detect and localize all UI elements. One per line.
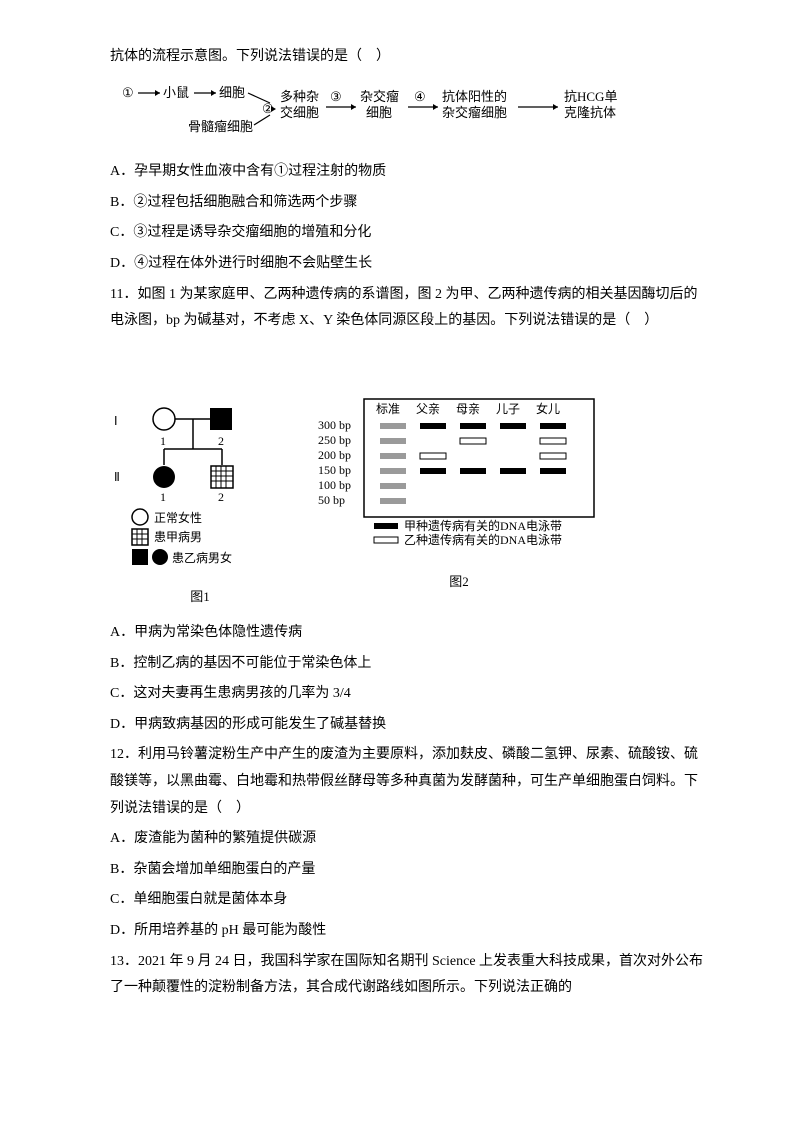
gen1-label: Ⅰ [114, 414, 118, 428]
q12-opt-d: D．所用培养基的 pH 最可能为酸性 [110, 918, 704, 945]
q10-flow-diagram: ① 小鼠 细胞 骨髓瘤细胞 ② 多种杂 交细胞 ③ 杂交瘤 细胞 ④ 抗体阳性的… [118, 79, 704, 152]
p-ii-2: 2 [218, 490, 224, 504]
flow-n3: ③ [330, 89, 342, 104]
q10-opt-c: C．③过程是诱导杂交瘤细胞的增殖和分化 [110, 220, 704, 247]
gel-band [420, 423, 446, 429]
gel-band [380, 438, 406, 444]
q10-intro: 抗体的流程示意图。下列说法错误的是（ ） [110, 44, 704, 71]
gel-band [420, 453, 446, 459]
pedigree-caption: 图1 [110, 585, 290, 610]
gel-band [380, 483, 406, 489]
gel-h-mo: 母亲 [456, 402, 480, 416]
legend-amale: 患甲病男 [154, 529, 202, 544]
flow-hybridoma-1: 杂交瘤 [360, 89, 399, 104]
q12-opt-a: A．废渣能为菌种的繁殖提供碳源 [110, 826, 704, 853]
flow-myeloma: 骨髓瘤细胞 [188, 119, 253, 134]
q10-opt-a: A．孕早期女性血液中含有①过程注射的物质 [110, 159, 704, 186]
gel-h-fa: 父亲 [416, 402, 440, 416]
flow-hybrid-2: 交细胞 [280, 105, 319, 120]
gel-h-std: 标准 [376, 402, 400, 416]
gel-band [460, 438, 486, 444]
gen2-label: Ⅱ [114, 470, 120, 484]
gel-band [380, 498, 406, 504]
gel-caption: 图2 [314, 570, 604, 595]
gel-h-dau: 女儿 [536, 401, 560, 416]
gel-row-label: 50 bp [318, 493, 345, 507]
gel-band [540, 423, 566, 429]
gel-band [540, 453, 566, 459]
gel-band [500, 468, 526, 474]
q11-opt-d: D．甲病致病基因的形成可能发生了碱基替换 [110, 712, 704, 739]
p-ii-1: 1 [160, 490, 166, 504]
gel-row-label: 250 bp [318, 433, 351, 447]
gel-band [380, 453, 406, 459]
legend-bboth: 患乙病男女 [172, 550, 232, 565]
flow-n1: ① [122, 85, 134, 100]
q10-opt-d: D．④过程在体外进行时细胞不会贴壁生长 [110, 251, 704, 278]
gel-svg: 标准 父亲 母亲 儿子 女儿 300 bp250 bp200 bp150 bp1… [314, 395, 604, 560]
legend-female: 正常女性 [154, 510, 202, 525]
flow-mouse: 小鼠 [163, 85, 189, 100]
flow-n4: ④ [414, 89, 426, 104]
q11-figures: Ⅰ 1 2 Ⅱ 1 2 正常女性 患甲病男 [110, 395, 704, 610]
p-i-2: 2 [218, 434, 224, 448]
gel-band [460, 423, 486, 429]
q12-opt-c: C．单细胞蛋白就是菌体本身 [110, 887, 704, 914]
gel-leg-b: 乙种遗传病有关的DNA电泳带 [404, 532, 562, 547]
q13-stem: 13．2021 年 9 月 24 日，我国科学家在国际知名期刊 Science … [110, 949, 704, 1002]
q11-stem: 11．如图 1 为某家庭甲、乙两种遗传病的系谱图，图 2 为甲、乙两种遗传病的相… [110, 282, 704, 335]
p-i-1: 1 [160, 434, 166, 448]
gel-row-label: 100 bp [318, 478, 351, 492]
gel-band [380, 423, 406, 429]
q12-stem: 12．利用马铃薯淀粉生产中产生的废渣为主要原料，添加麸皮、磷酸二氢钾、尿素、硫酸… [110, 742, 704, 822]
pedigree-svg: Ⅰ 1 2 Ⅱ 1 2 正常女性 患甲病男 [110, 395, 290, 575]
q11-opt-a: A．甲病为常染色体隐性遗传病 [110, 620, 704, 647]
q11-opt-b: B．控制乙病的基因不可能位于常染色体上 [110, 651, 704, 678]
gel-h-son: 儿子 [496, 402, 520, 416]
flow-pos-2: 杂交瘤细胞 [442, 105, 507, 120]
flow-cell: 细胞 [219, 85, 245, 100]
gel-row-label: 150 bp [318, 463, 351, 477]
flow-pos-1: 抗体阳性的 [442, 89, 507, 104]
gel-leg-a: 甲种遗传病有关的DNA电泳带 [404, 518, 562, 533]
gel-row-label: 300 bp [318, 418, 351, 432]
flow-hybridoma-2: 细胞 [366, 105, 392, 120]
gel-band [540, 438, 566, 444]
gel-band [500, 423, 526, 429]
flow-hybrid-1: 多种杂 [280, 89, 319, 104]
q11-opt-c: C．这对夫妻再生患病男孩的几率为 3/4 [110, 681, 704, 708]
q10-opt-b: B．②过程包括细胞融合和筛选两个步骤 [110, 190, 704, 217]
flow-prod-2: 克隆抗体 [564, 105, 616, 120]
gel-band [420, 468, 446, 474]
gel-band [380, 468, 406, 474]
gel-band [460, 468, 486, 474]
flow-prod-1: 抗HCG单 [564, 89, 617, 104]
gel-band [540, 468, 566, 474]
q12-opt-b: B．杂菌会增加单细胞蛋白的产量 [110, 857, 704, 884]
gel-row-label: 200 bp [318, 448, 351, 462]
